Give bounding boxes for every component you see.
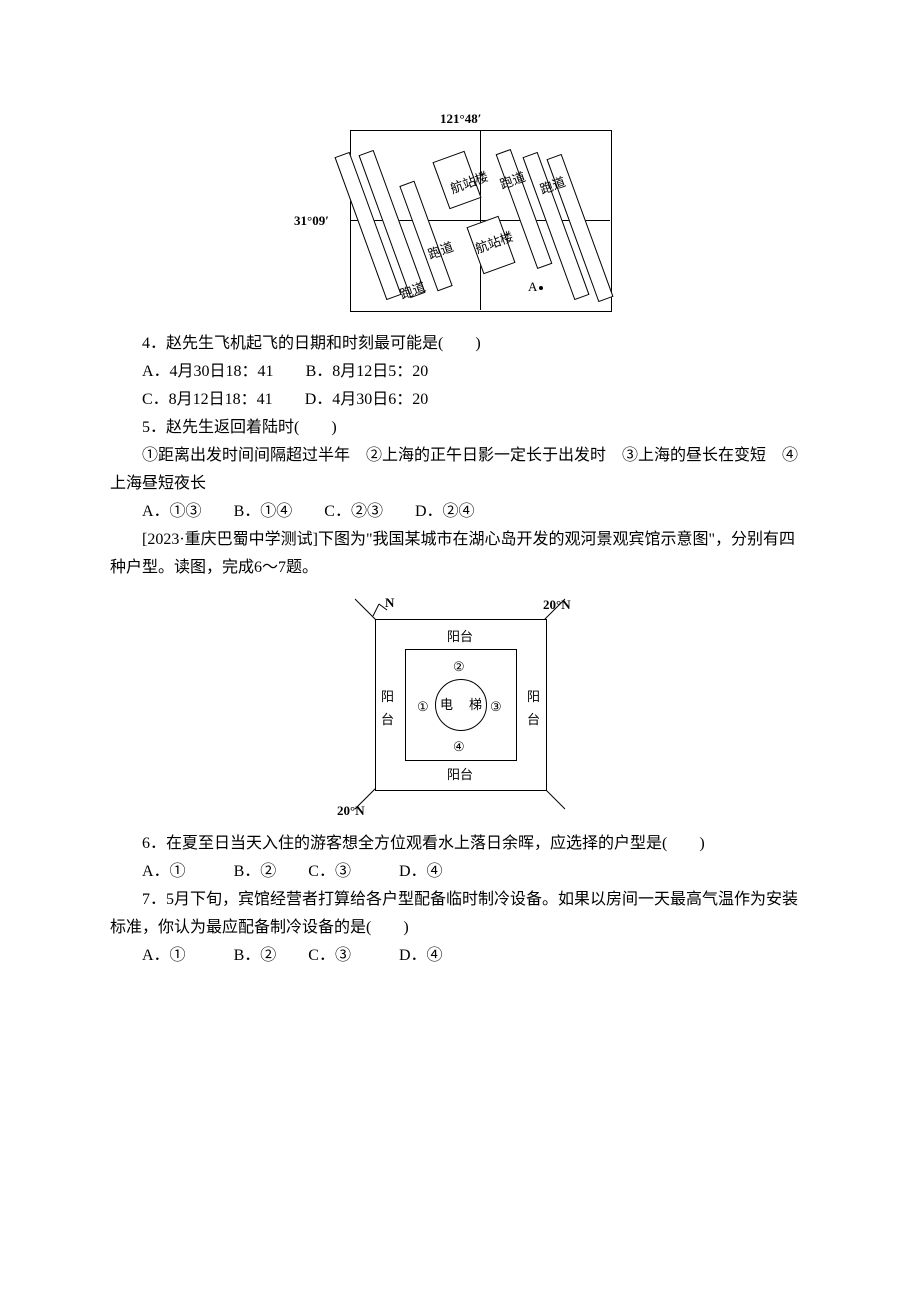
fig2-coord-topright: 20°N [543, 594, 571, 617]
fig2-unit-3: ③ [490, 696, 502, 719]
figure2: 电 梯 N 20°N 20°N 阳台 阳台 阳台 阳台 ② ① ③ ④ [335, 594, 585, 824]
q4-stem: 4．赵先生飞机起飞的日期和时刻最可能是( ) [110, 330, 810, 358]
q5-statements: ①距离出发时间间隔超过半年 ②上海的正午日影一定长于出发时 ③上海的昼长在变短 … [110, 442, 810, 498]
q5-opt-d: D．②④ [415, 503, 475, 520]
passage2: [2023·重庆巴蜀中学测试]下图为"我国某城市在湖心岛开发的观河景观宾馆示意图… [110, 526, 810, 582]
fig2-unit-4: ④ [453, 736, 465, 759]
q7-opt-a: A．① [142, 947, 186, 964]
page: 121°48′ 31°09′ 航站楼 跑道 跑道 跑道 航站楼 跑道 A [0, 0, 920, 1302]
fig2-balcony-left: 阳台 [381, 686, 395, 732]
q4-opt-b: B．8月12日5：20 [306, 363, 429, 380]
fig2-coord-bottomleft: 20°N [337, 800, 365, 823]
q5-opt-a: A．①③ [142, 503, 202, 520]
figure2-wrap: 电 梯 N 20°N 20°N 阳台 阳台 阳台 阳台 ② ① ③ ④ [110, 594, 810, 824]
fig2-elevator-label-right: 梯 [469, 694, 482, 717]
q4-options-row2: C．8月12日18：41 D．4月30日6：20 [110, 386, 810, 414]
q4-opt-a: A．4月30日18：41 [142, 363, 274, 380]
q5-opt-b: B．①④ [234, 503, 293, 520]
q4-opt-d: D．4月30日6：20 [305, 391, 429, 408]
fig2-elevator-circle: 电 梯 [435, 679, 487, 731]
q5-stem: 5．赵先生返回着陆时( ) [110, 414, 810, 442]
q6-opt-c: C．③ [308, 863, 351, 880]
q5-options: A．①③ B．①④ C．②③ D．②④ [110, 498, 810, 526]
fig2-balcony-right: 阳台 [527, 686, 541, 732]
q7-opt-c: C．③ [308, 947, 351, 964]
q7-stem: 7．5月下旬，宾馆经营者打算给各户型配备临时制冷设备。如果以房间一天最高气温作为… [110, 886, 810, 942]
q5-opt-c: C．②③ [324, 503, 383, 520]
q7-opt-d: D．④ [399, 947, 443, 964]
fig2-balcony-top: 阳台 [447, 626, 473, 649]
fig1-latitude-label: 31°09′ [294, 210, 329, 233]
fig2-balcony-bottom: 阳台 [447, 764, 473, 787]
q6-stem: 6．在夏至日当天入住的游客想全方位观看水上落日余晖，应选择的户型是( ) [110, 830, 810, 858]
q6-opt-b: B．② [234, 863, 277, 880]
q6-options: A．① B．② C．③ D．④ [110, 858, 810, 886]
q4-opt-c: C．8月12日18：41 [142, 391, 273, 408]
q4-options-row1: A．4月30日18：41 B．8月12日5：20 [110, 358, 810, 386]
figure1-wrap: 121°48′ 31°09′ 航站楼 跑道 跑道 跑道 航站楼 跑道 A [110, 110, 810, 320]
fig1-longitude-label: 121°48′ [440, 108, 481, 131]
fig2-unit-2: ② [453, 656, 465, 679]
q6-opt-a: A．① [142, 863, 186, 880]
fig2-north-label: N [385, 592, 394, 615]
fig2-elevator-label-left: 电 [440, 694, 453, 717]
fig1-point-a: A [528, 276, 543, 299]
q7-opt-b: B．② [234, 947, 277, 964]
q7-options: A．① B．② C．③ D．④ [110, 942, 810, 970]
q6-opt-d: D．④ [399, 863, 443, 880]
figure1: 121°48′ 31°09′ 航站楼 跑道 跑道 跑道 航站楼 跑道 A [300, 110, 620, 320]
fig2-unit-1: ① [417, 696, 429, 719]
fig1-point-a-label: A [528, 279, 537, 294]
